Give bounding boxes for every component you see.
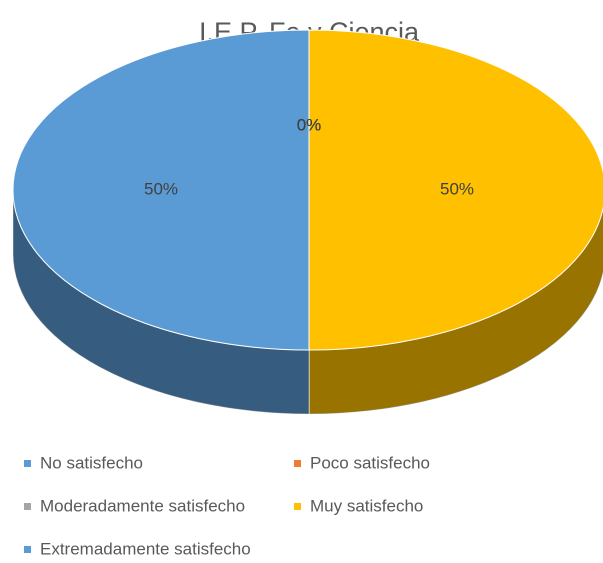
slice [308,29,603,351]
legend-label: No satisfecho [40,453,143,472]
legend-swatch [24,546,31,553]
data-label: 0% [297,115,322,134]
data-labels: 0%0%0%50%50% [144,115,474,198]
legend-label: Moderadamente satisfecho [40,496,245,515]
data-label: 50% [440,179,474,198]
legend-label: Muy satisfecho [310,496,423,515]
legend-label: Extremadamente satisfecho [40,539,251,558]
slice [12,29,310,351]
legend-swatch [294,460,301,467]
legend-swatch [24,503,31,510]
legend: No satisfecho Poco satisfecho Moderadament… [24,453,430,558]
pie-tops [12,29,603,351]
legend-swatch [24,460,31,467]
data-label: 0% [297,115,322,134]
legend-label: Poco satisfecho [310,453,430,472]
data-label: 0% [297,115,322,134]
legend-swatch [294,503,301,510]
data-label: 50% [144,179,178,198]
